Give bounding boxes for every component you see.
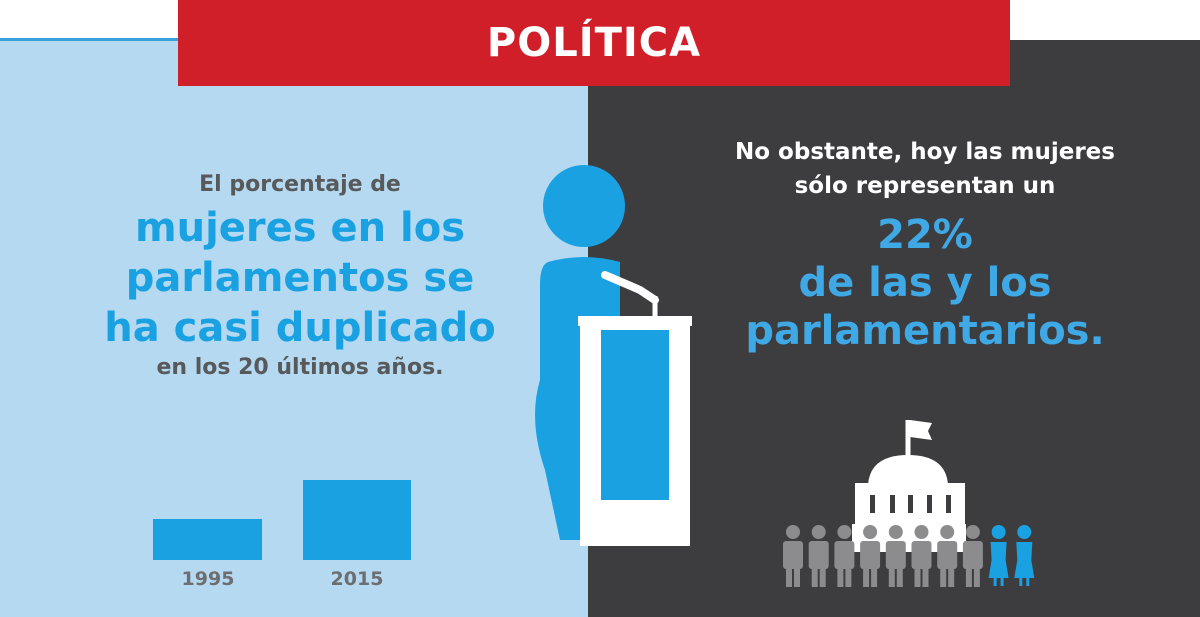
bar-2015 bbox=[303, 480, 411, 560]
right-line-1: No obstante, hoy las mujeres bbox=[735, 139, 1115, 165]
man-icon bbox=[808, 525, 829, 587]
left-line-4: ha casi duplicado bbox=[104, 305, 496, 351]
banner-title: POLÍTICA bbox=[486, 20, 702, 66]
left-statement: El porcentaje de mujeres en los parlamen… bbox=[40, 172, 560, 380]
woman-icon bbox=[1014, 525, 1035, 586]
people-row bbox=[783, 525, 1035, 587]
woman-speaker-at-podium-icon bbox=[535, 165, 692, 546]
section-banner: POLÍTICA bbox=[178, 0, 1010, 86]
year-label-2015: 2015 bbox=[330, 568, 384, 590]
bar-1995 bbox=[153, 518, 262, 560]
left-panel bbox=[0, 38, 588, 617]
left-line-3: parlamentos se bbox=[125, 255, 475, 301]
right-statement: No obstante, hoy las mujeres sólo repres… bbox=[690, 135, 1160, 355]
left-line-5: en los 20 últimos años. bbox=[156, 355, 444, 380]
parliament-building-icon bbox=[855, 420, 965, 525]
man-icon bbox=[834, 525, 855, 587]
right-line-5: parlamentarios. bbox=[745, 308, 1105, 354]
left-line-2: mujeres en los bbox=[134, 205, 466, 251]
year-label-1995: 1995 bbox=[181, 568, 235, 590]
man-icon bbox=[911, 525, 932, 587]
right-line-3: 22% bbox=[877, 212, 973, 258]
woman-icon bbox=[988, 525, 1009, 586]
man-icon bbox=[937, 525, 958, 587]
man-icon bbox=[885, 525, 906, 587]
right-line-2: sólo representan un bbox=[794, 173, 1056, 199]
right-line-4: de las y los bbox=[798, 260, 1052, 306]
man-icon bbox=[783, 525, 803, 587]
man-icon bbox=[962, 525, 983, 587]
man-icon bbox=[860, 525, 881, 587]
left-line-1: El porcentaje de bbox=[199, 172, 401, 197]
